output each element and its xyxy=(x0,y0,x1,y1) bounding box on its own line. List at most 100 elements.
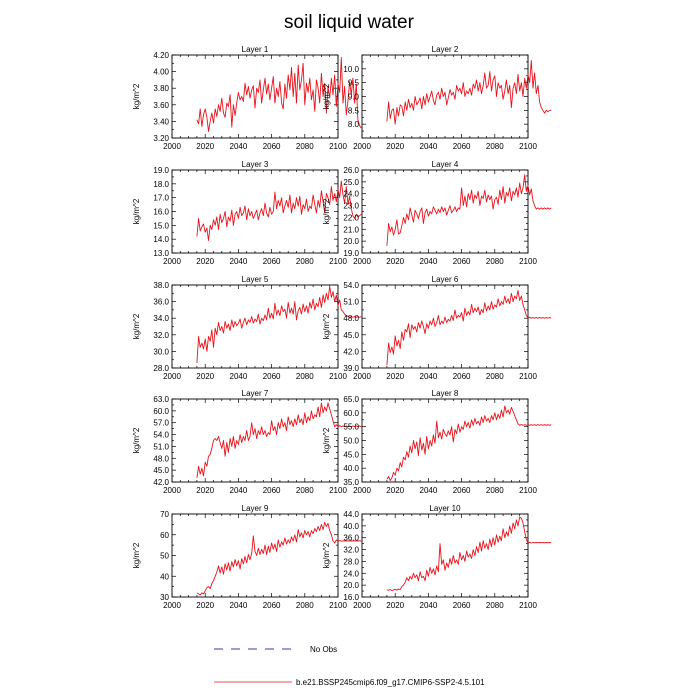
x-tick-label: 2080 xyxy=(486,486,504,495)
y-tick-label: 42.0 xyxy=(343,347,359,356)
figure-title: soil liquid water xyxy=(284,12,415,33)
y-tick-label: 63.0 xyxy=(153,395,169,404)
y-tick-label: 18.0 xyxy=(153,180,169,189)
y-axis-label: kg/m^2 xyxy=(132,427,141,453)
x-tick-label: 2040 xyxy=(230,372,248,381)
x-tick-label: 2100 xyxy=(519,372,537,381)
x-tick-label: 2000 xyxy=(163,257,181,266)
x-tick-label: 2060 xyxy=(263,486,281,495)
panel-title: Layer 8 xyxy=(432,389,459,398)
x-tick-label: 2040 xyxy=(230,601,248,610)
y-axis-label: kg/m^2 xyxy=(322,198,331,224)
y-tick-label: 4.20 xyxy=(153,51,169,60)
y-tick-label: 28.0 xyxy=(153,364,169,373)
y-tick-label: 44.0 xyxy=(343,510,359,519)
y-tick-label: 3.80 xyxy=(153,84,169,93)
panel-title: Layer 3 xyxy=(242,160,269,169)
x-tick-label: 2000 xyxy=(353,486,371,495)
panel-title: Layer 9 xyxy=(242,504,269,513)
y-tick-label: 30 xyxy=(160,593,169,602)
y-tick-label: 55.0 xyxy=(343,423,359,432)
y-tick-label: 70 xyxy=(160,510,169,519)
y-axis-label: kg/m^2 xyxy=(322,313,331,339)
x-tick-label: 2100 xyxy=(329,142,347,151)
y-tick-label: 8.5 xyxy=(348,106,360,115)
x-tick-label: 2000 xyxy=(163,486,181,495)
panel-layer-7: Layer 7 kg/m^2 2000 2020 2040 2060 2080 2100 42.… xyxy=(132,389,362,495)
x-tick-label: 2020 xyxy=(386,486,404,495)
panel-layer-1: Layer 1 kg/m^2 2000 2020 2040 2060 2080 2100 3.2… xyxy=(132,45,362,151)
x-tick-label: 2080 xyxy=(296,486,314,495)
y-tick-label: 21.0 xyxy=(343,225,359,234)
y-tick-label: 45.0 xyxy=(343,331,359,340)
x-tick-label: 2080 xyxy=(486,142,504,151)
y-tick-label: 40.0 xyxy=(343,464,359,473)
y-tick-label: 26.0 xyxy=(343,166,359,175)
x-tick-label: 2060 xyxy=(263,142,281,151)
y-tick-label: 65.0 xyxy=(343,395,359,404)
y-tick-label: 48.0 xyxy=(153,454,169,463)
x-tick-label: 2060 xyxy=(263,372,281,381)
x-tick-label: 2040 xyxy=(420,601,438,610)
legend-model-label: b.e21.BSSP245cmip6.f09_g17.CMIP6-SSP2-4.… xyxy=(296,678,485,687)
plot-frame xyxy=(361,513,529,598)
y-tick-label: 50 xyxy=(160,552,169,561)
y-tick-label: 19.0 xyxy=(343,249,359,258)
x-tick-label: 2060 xyxy=(263,601,281,610)
y-tick-label: 48.0 xyxy=(343,314,359,323)
x-tick-label: 2080 xyxy=(296,142,314,151)
panels-grid: Layer 1 kg/m^2 2000 2020 2040 2060 2080 2100 3.2… xyxy=(132,45,552,610)
y-tick-label: 34.0 xyxy=(153,314,169,323)
plot-frame xyxy=(361,284,529,369)
y-tick-label: 20.0 xyxy=(343,237,359,246)
series-line xyxy=(386,174,552,246)
x-tick-label: 2100 xyxy=(519,142,537,151)
y-tick-label: 45.0 xyxy=(153,466,169,475)
series-line xyxy=(196,521,362,596)
legend-obs-label: No Obs xyxy=(310,645,337,654)
x-tick-label: 2060 xyxy=(263,257,281,266)
y-axis-label: kg/m^2 xyxy=(322,542,331,568)
series-line xyxy=(196,180,362,241)
x-tick-label: 2040 xyxy=(420,372,438,381)
x-tick-label: 2020 xyxy=(386,372,404,381)
plot-frame xyxy=(171,284,339,369)
x-tick-label: 2100 xyxy=(329,601,347,610)
y-tick-label: 3.20 xyxy=(153,134,169,143)
x-tick-label: 2060 xyxy=(453,486,471,495)
y-axis-label: kg/m^2 xyxy=(322,427,331,453)
y-tick-label: 9.5 xyxy=(348,79,360,88)
y-tick-label: 15.0 xyxy=(153,221,169,230)
y-axis-label: kg/m^2 xyxy=(132,542,141,568)
y-tick-label: 30.0 xyxy=(153,347,169,356)
plot-frame xyxy=(171,169,339,254)
x-tick-label: 2060 xyxy=(453,601,471,610)
panel-layer-5: Layer 5 kg/m^2 2000 2020 2040 2060 2080 2100 28.… xyxy=(132,275,362,381)
y-tick-label: 20.0 xyxy=(343,581,359,590)
y-tick-label: 50.0 xyxy=(343,437,359,446)
series-line xyxy=(196,286,362,364)
y-tick-label: 60.0 xyxy=(343,409,359,418)
y-tick-label: 10.0 xyxy=(343,65,359,74)
x-tick-label: 2060 xyxy=(453,142,471,151)
y-axis-label: kg/m^2 xyxy=(132,83,141,109)
x-tick-label: 2000 xyxy=(163,372,181,381)
plot-frame xyxy=(171,513,339,598)
x-tick-label: 2040 xyxy=(230,142,248,151)
y-axis-label: kg/m^2 xyxy=(132,198,141,224)
y-tick-label: 28.0 xyxy=(343,557,359,566)
legend-entry-no-obs: No Obs xyxy=(214,645,337,654)
x-tick-label: 2100 xyxy=(329,372,347,381)
x-tick-label: 2080 xyxy=(486,257,504,266)
y-tick-label: 38.0 xyxy=(153,281,169,290)
y-tick-label: 32.0 xyxy=(343,546,359,555)
y-axis-label: kg/m^2 xyxy=(322,83,331,109)
y-tick-label: 40.0 xyxy=(343,522,359,531)
panel-title: Layer 5 xyxy=(242,275,269,284)
series-line xyxy=(386,60,552,125)
y-tick-label: 36.0 xyxy=(343,534,359,543)
